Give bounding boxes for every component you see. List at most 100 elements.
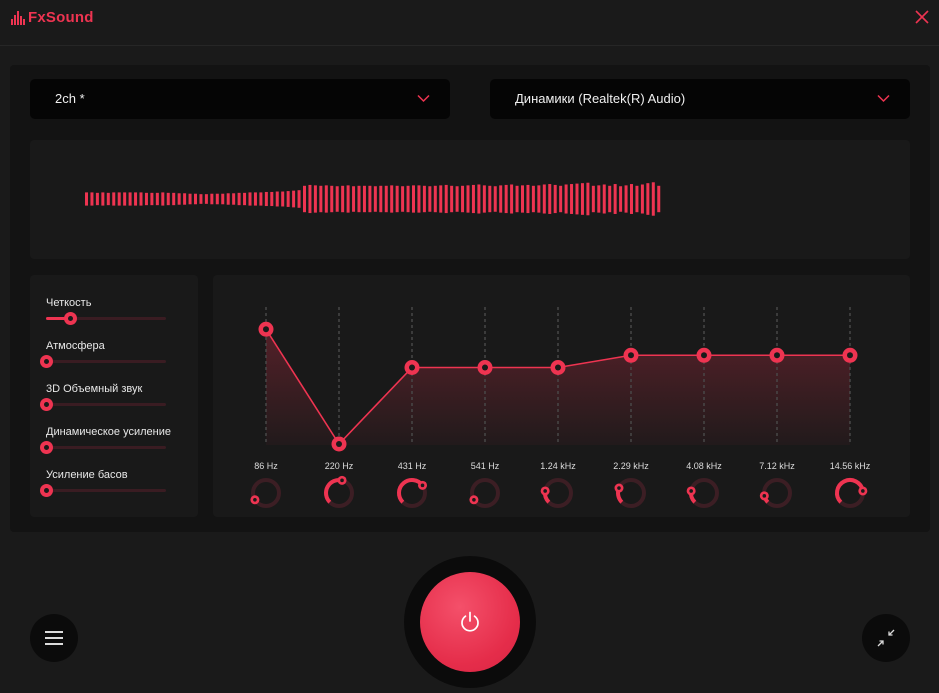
visualizer-bars [85, 182, 661, 216]
visualizer-bar [559, 185, 563, 213]
effect-slider-track[interactable] [40, 441, 166, 454]
eq-band-handle[interactable] [404, 360, 420, 375]
preset-selected-label: 2ch * [55, 91, 85, 106]
visualizer-bar [308, 184, 312, 214]
title-bar: FxSound [0, 0, 939, 46]
visualizer-bar [177, 193, 181, 205]
collapse-arrows-icon [877, 629, 895, 647]
preset-dropdown[interactable]: 2ch * [30, 79, 450, 119]
close-button[interactable] [914, 9, 930, 25]
effect-slider-handle[interactable] [40, 484, 53, 497]
eq-band-knob[interactable] [686, 478, 719, 508]
eq-frequency-label: 541 Hz [470, 461, 500, 471]
visualizer-bar [335, 186, 339, 212]
effect-slider-handle[interactable] [40, 441, 53, 454]
visualizer-bar [150, 192, 154, 206]
effect-label: 3D Объемный звук [46, 383, 143, 395]
power-icon [461, 611, 479, 632]
chevron-down-icon [877, 94, 890, 103]
visualizer-bar [155, 192, 159, 206]
eq-band-knob[interactable] [397, 478, 428, 508]
visualizer-bar [608, 185, 612, 213]
visualizer-bar [488, 185, 492, 213]
eq-band-handle[interactable] [477, 360, 493, 375]
visualizer-bar [368, 185, 372, 213]
visualizer-bar [657, 185, 661, 213]
eq-band-handle[interactable] [696, 347, 712, 363]
visualizer-bar [493, 186, 497, 212]
visualizer-bar [292, 190, 296, 208]
effect-label: Усиление басов [46, 469, 128, 481]
visualizer-bar [384, 185, 388, 213]
visualizer-bar [553, 184, 557, 214]
equalizer-graph [250, 307, 868, 508]
eq-band-knob[interactable] [614, 478, 646, 508]
visualizer-bar [390, 185, 394, 213]
visualizer-bar [521, 185, 524, 213]
eq-band-handle[interactable] [258, 321, 274, 337]
eq-band-handle[interactable] [769, 347, 785, 363]
visualizer-bar [221, 193, 225, 205]
visualizer-bar [286, 191, 290, 207]
app-logo: FxSound [11, 9, 94, 26]
eq-band-knob[interactable] [835, 478, 868, 508]
effect-slider-track[interactable] [40, 484, 166, 497]
eq-band-handle[interactable] [550, 360, 566, 375]
effect-slider-handle[interactable] [40, 398, 53, 411]
power-button[interactable] [420, 572, 520, 672]
visualizer-bar [401, 186, 405, 212]
effect-slider-track[interactable] [46, 312, 166, 325]
equalizer-panel: 86 Hz 220 Hz 431 Hz 541 Hz 1.24 kHz 2.29 kHz 4… [213, 275, 910, 517]
visualizer-bar [537, 185, 541, 213]
effect-slider-handle[interactable] [64, 312, 77, 325]
eq-band-handle[interactable] [842, 347, 858, 363]
visualizer-bar [597, 185, 601, 213]
effect-label: Четкость [46, 297, 92, 309]
visualizer-bar [504, 184, 508, 214]
eq-band-knob[interactable] [759, 478, 792, 508]
eq-band-knob[interactable] [540, 478, 573, 508]
eq-band-knob[interactable] [324, 475, 354, 508]
eq-frequency-label: 2.29 kHz [613, 461, 649, 471]
visualizer-bar [564, 184, 568, 214]
visualizer-bar [602, 184, 606, 214]
visualizer-bar [619, 186, 623, 212]
visualizer-bar [183, 193, 187, 205]
visualizer-bar [635, 185, 639, 213]
visualizer-bar [90, 192, 94, 206]
effect-slider-track[interactable] [40, 398, 166, 411]
effects-panel: Четкость Атмосфера 3D Объемный звук Динамич… [30, 275, 198, 517]
visualizer-bar [101, 192, 105, 206]
output-device-dropdown[interactable]: Динамики (Realtek(R) Audio) [490, 79, 910, 119]
visualizer-bar [123, 192, 127, 206]
chevron-down-icon [417, 94, 430, 103]
visualizer-bar [194, 193, 197, 205]
menu-button[interactable] [30, 614, 78, 662]
visualizer-bar [324, 185, 328, 213]
visualizer-bar [264, 191, 268, 207]
effect-slider-track[interactable] [40, 355, 166, 368]
visualizer-bar [640, 184, 644, 214]
minimize-view-button[interactable] [862, 614, 910, 662]
eq-band-handle[interactable] [331, 436, 347, 452]
visualizer-bar [450, 185, 454, 213]
visualizer-bar [210, 193, 214, 205]
visualizer-bar [259, 192, 263, 206]
visualizer-bar [281, 191, 285, 207]
visualizer-bar [95, 192, 99, 206]
visualizer-bar [275, 191, 279, 207]
visualizer-bar [172, 192, 176, 206]
visualizer-bar [515, 185, 519, 213]
eq-band-knob[interactable] [250, 478, 281, 508]
visualizer-bar [542, 184, 546, 214]
eq-band-handle[interactable] [623, 347, 639, 363]
eq-frequency-label: 4.08 kHz [686, 461, 722, 471]
visualizer-bar [215, 193, 219, 205]
close-icon [915, 10, 929, 24]
eq-band-knob[interactable] [469, 478, 500, 508]
visualizer-bar [112, 192, 116, 206]
effect-slider-handle[interactable] [40, 355, 53, 368]
visualizer-bar [455, 186, 459, 212]
visualizer-bar [341, 185, 345, 213]
effect-slider-3: Динамическое усиление [40, 426, 182, 454]
